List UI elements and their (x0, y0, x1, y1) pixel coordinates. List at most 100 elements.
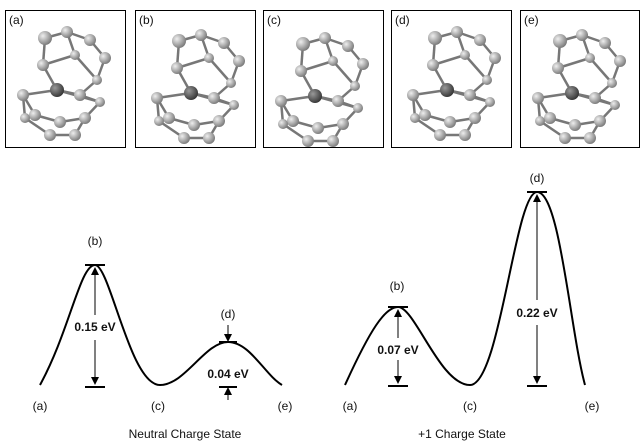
atom (171, 62, 183, 74)
atom (287, 115, 299, 127)
atom (589, 92, 601, 104)
atom (312, 122, 324, 134)
atom (614, 55, 626, 67)
atom (37, 59, 49, 71)
atom (44, 129, 56, 141)
atom (172, 34, 186, 48)
figure: (a)(b)(c)(d)(e) (b) (d) (a) (c) (e) 0.15… (0, 0, 640, 442)
atom (544, 112, 556, 124)
atom (607, 78, 617, 88)
atom (296, 37, 310, 51)
atom (295, 65, 307, 77)
atom (302, 135, 314, 147)
atom (275, 95, 287, 107)
atom (218, 37, 230, 49)
atom (337, 118, 349, 130)
central-atom (565, 86, 579, 100)
atom (410, 113, 420, 123)
atom (195, 29, 207, 41)
central-atom (440, 83, 454, 97)
atom (559, 132, 571, 144)
panel-label: (e) (524, 13, 539, 27)
atom (350, 81, 360, 91)
panel-label: (c) (267, 13, 281, 27)
atom (278, 119, 288, 129)
structure-panel: (d) (392, 11, 512, 148)
atom (17, 89, 29, 101)
atom (38, 31, 52, 45)
atom (535, 116, 545, 126)
atom (29, 109, 41, 121)
central-atom (184, 86, 198, 100)
atom (342, 40, 354, 52)
atom (54, 116, 66, 128)
caption: +1 Charge State (418, 427, 506, 441)
point-label: (a) (343, 399, 358, 413)
atom (569, 119, 581, 131)
atom (226, 78, 236, 88)
atom (532, 92, 544, 104)
structure-panel: (a) (6, 11, 126, 148)
atom (74, 89, 86, 101)
atom (552, 62, 564, 74)
atom (485, 97, 495, 107)
atom (576, 29, 588, 41)
point-label: (b) (390, 279, 405, 293)
structure-panels: (a) (b) (c) (d) (e) (6, 11, 640, 148)
atom (469, 112, 481, 124)
central-atom (50, 83, 64, 97)
atom (84, 34, 96, 46)
atom (319, 32, 331, 44)
structure-panel: (c) (264, 11, 384, 148)
point-label: (c) (463, 399, 477, 413)
atom (553, 34, 567, 48)
atom (584, 132, 596, 144)
atom (208, 92, 220, 104)
atom (353, 103, 363, 113)
atom (610, 100, 620, 110)
atom (407, 89, 419, 101)
atom (70, 50, 80, 60)
atom (474, 34, 486, 46)
atom (213, 115, 225, 127)
atom (464, 89, 476, 101)
atom (163, 112, 175, 124)
structure-panel: (b) (136, 11, 256, 148)
atom (204, 53, 214, 63)
atom (229, 100, 239, 110)
panel-label: (a) (9, 13, 24, 27)
atom (427, 59, 439, 71)
atom (357, 58, 369, 70)
point-label: (d) (221, 307, 236, 321)
atom (434, 129, 446, 141)
atom (233, 55, 245, 67)
atom (79, 112, 91, 124)
atom (69, 129, 81, 141)
atom (327, 135, 339, 147)
atom (489, 52, 501, 64)
atom (61, 26, 73, 38)
atom (203, 132, 215, 144)
atom (428, 31, 442, 45)
atom (419, 109, 431, 121)
atom (459, 129, 471, 141)
atom (20, 113, 30, 123)
atom (188, 119, 200, 131)
point-label: (c) (151, 399, 165, 413)
atom (92, 75, 102, 85)
atom (328, 56, 338, 66)
atom (482, 75, 492, 85)
atom (451, 26, 463, 38)
barrier-label: 0.07 eV (377, 343, 418, 357)
atom (154, 116, 164, 126)
point-label: (e) (278, 399, 293, 413)
point-label: (e) (585, 399, 600, 413)
point-label: (a) (33, 399, 48, 413)
atom (599, 37, 611, 49)
panel-label: (b) (139, 13, 154, 27)
central-atom (308, 89, 322, 103)
atom (151, 92, 163, 104)
atom (444, 116, 456, 128)
point-label: (b) (88, 234, 103, 248)
atom (99, 52, 111, 64)
